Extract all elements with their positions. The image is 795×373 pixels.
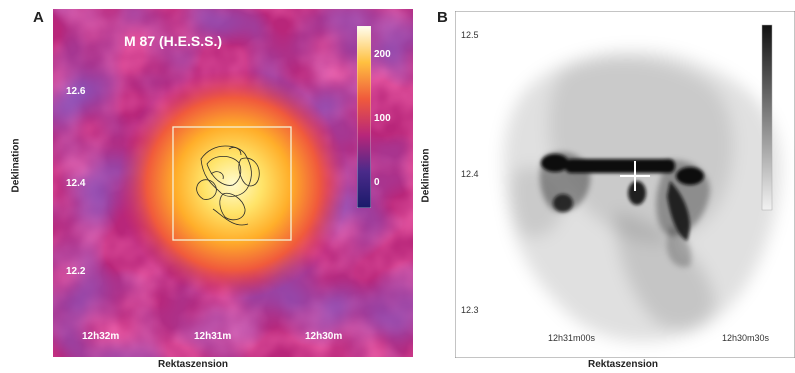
panel-a-ytick-1: 12.6 — [66, 86, 86, 97]
panel-b-ytick-1: 12.5 — [461, 30, 479, 40]
panel-b-xlabel: Rektaszension — [588, 359, 659, 370]
panel-a-xtick-1: 12h32m — [82, 331, 120, 342]
panel-a-skymap — [53, 9, 413, 357]
panel-a-colorbar — [357, 26, 371, 208]
panel-a-ytick-2: 12.4 — [66, 178, 86, 189]
panel-b-label: B — [437, 9, 448, 26]
panel-a-title: M 87 (H.E.S.S.) — [124, 33, 223, 49]
panel-b-xtick-2: 12h30m30s — [722, 333, 770, 343]
panel-a-xtick-3: 12h30m — [305, 331, 343, 342]
panel-a-xtick-2: 12h31m — [194, 331, 232, 342]
panel-b-ytick-3: 12.3 — [461, 305, 479, 315]
colorbar-tick-200: 200 — [374, 49, 391, 60]
panel-a-ytick-3: 12.2 — [66, 266, 86, 277]
panel-b-ytick-2: 12.4 — [461, 169, 479, 179]
colorbar-tick-0: 0 — [374, 177, 380, 188]
panel-b-xtick-1: 12h31m00s — [548, 333, 596, 343]
panel-a-xlabel: Rektaszension — [158, 359, 229, 370]
colorbar-tick-100: 100 — [374, 113, 391, 124]
panel-b-radio-image — [455, 11, 795, 358]
panel-a-label: A — [33, 9, 44, 26]
